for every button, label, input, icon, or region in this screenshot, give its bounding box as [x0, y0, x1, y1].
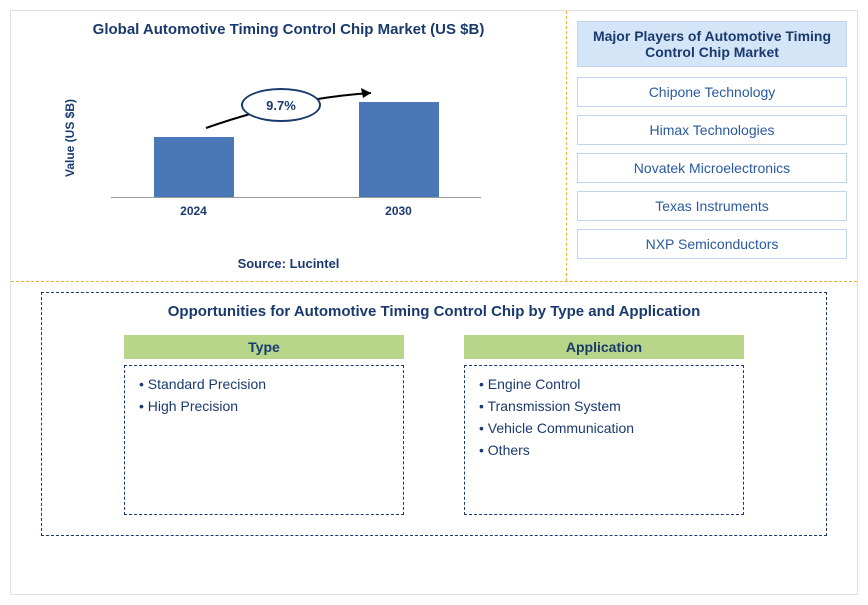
x-label-2024: 2024	[154, 204, 234, 218]
top-section: Global Automotive Timing Control Chip Ma…	[11, 11, 857, 281]
list-item: Engine Control	[479, 376, 729, 392]
column-header: Type	[124, 335, 404, 359]
opportunities-columns: Type Standard Precision High Precision Appl…	[62, 335, 806, 515]
players-list: Chipone Technology Himax Technologies Nova…	[577, 77, 847, 259]
opportunity-column: Type Standard Precision High Precision	[124, 335, 404, 515]
player-item: Novatek Microelectronics	[577, 153, 847, 183]
bar-chart: Value (US $B) 2024 2030 9.7%	[71, 58, 491, 218]
players-panel: Major Players of Automotive Timing Contr…	[567, 11, 857, 281]
y-axis-label: Value (US $B)	[63, 99, 77, 177]
list-item: High Precision	[139, 398, 389, 414]
player-item: Chipone Technology	[577, 77, 847, 107]
source-name: Lucintel	[290, 256, 340, 271]
list-item: Standard Precision	[139, 376, 389, 392]
player-item: NXP Semiconductors	[577, 229, 847, 259]
column-body: Engine Control Transmission System Vehicle…	[464, 365, 744, 515]
growth-rate-label: 9.7%	[241, 88, 321, 122]
column-list: Standard Precision High Precision	[139, 376, 389, 414]
players-title: Major Players of Automotive Timing Contr…	[577, 21, 847, 67]
chart-title: Global Automotive Timing Control Chip Ma…	[21, 21, 556, 38]
column-header: Application	[464, 335, 744, 359]
player-item: Texas Instruments	[577, 191, 847, 221]
list-item: Others	[479, 442, 729, 458]
opportunities-title: Opportunities for Automotive Timing Cont…	[62, 303, 806, 320]
chart-area: Global Automotive Timing Control Chip Ma…	[11, 11, 567, 281]
bottom-section: Opportunities for Automotive Timing Cont…	[11, 281, 857, 546]
column-list: Engine Control Transmission System Vehicle…	[479, 376, 729, 458]
opportunities-wrapper: Opportunities for Automotive Timing Cont…	[41, 292, 827, 536]
source-prefix: Source:	[238, 256, 290, 271]
infographic-container: Global Automotive Timing Control Chip Ma…	[10, 10, 858, 595]
player-item: Himax Technologies	[577, 115, 847, 145]
list-item: Transmission System	[479, 398, 729, 414]
growth-callout: 9.7%	[241, 88, 321, 122]
column-body: Standard Precision High Precision	[124, 365, 404, 515]
opportunity-column: Application Engine Control Transmission Sy…	[464, 335, 744, 515]
x-labels: 2024 2030	[111, 204, 481, 218]
source-line: Source: Lucintel	[11, 256, 566, 271]
list-item: Vehicle Communication	[479, 420, 729, 436]
bar-2024	[154, 137, 234, 197]
x-label-2030: 2030	[359, 204, 439, 218]
